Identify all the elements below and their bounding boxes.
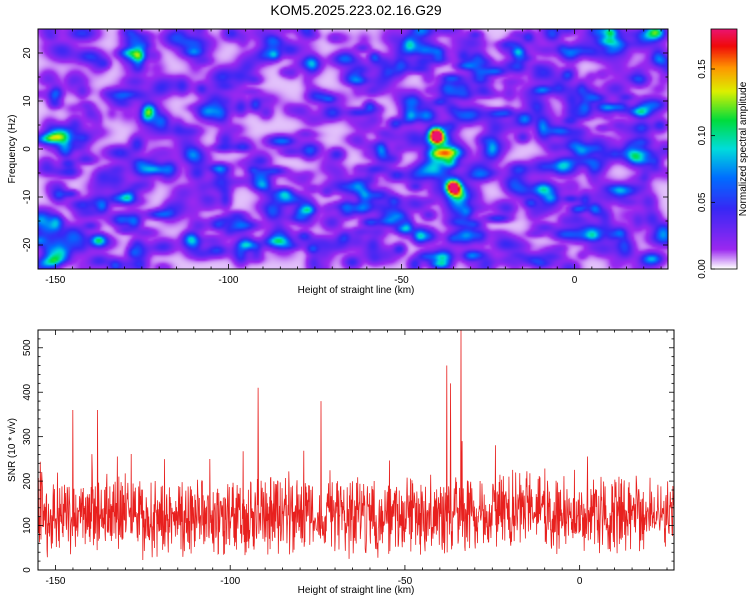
spectrogram-xtick-label: -150: [45, 275, 65, 286]
snr-ylabel: SNR (10 * v/v): [7, 418, 18, 482]
spectrogram-frame: [37, 28, 669, 270]
snr-ytick-label: 200: [22, 472, 33, 489]
spectrogram-xtick-label: 0: [572, 275, 578, 286]
colorbar-tick-label: 0.10: [697, 125, 708, 145]
colorbar-frame: [710, 28, 738, 270]
colorbar: 0.00 0.05 0.10 0.15 Normalized spectral amp…: [697, 28, 749, 279]
snr-xtick-label: -150: [45, 576, 65, 587]
snr-xtick-label: -100: [220, 576, 240, 587]
colorbar-label: Normalized spectral amplitude: [738, 81, 749, 216]
spectrogram-xtick-label: -100: [218, 275, 238, 286]
snr-ytick-label: 400: [22, 383, 33, 400]
colorbar-tick-label: 0.15: [697, 59, 708, 79]
spectrogram-ytick-label: -10: [22, 189, 33, 204]
snr-ytick-label: 300: [22, 428, 33, 445]
snr-xlabel: Height of straight line (km): [298, 585, 415, 596]
spectrogram-ylabel: Frequency (Hz): [7, 115, 18, 184]
spectrogram-ytick-label: -20: [22, 237, 33, 252]
spectrogram-ytick-label: 10: [22, 95, 33, 107]
snr-xtick-label: -50: [398, 576, 413, 587]
snr-line-group: [38, 330, 674, 561]
snr-ytick-label: 0: [22, 567, 33, 573]
spectrogram-xlabel: Height of straight line (km): [298, 285, 415, 296]
colorbar-tick-label: 0.00: [697, 259, 708, 279]
snr-frame: [37, 329, 675, 571]
snr-ticks: -150 -100 -50 0 0 100 200 300 400 500: [22, 329, 674, 587]
snr-ytick-label: 100: [22, 517, 33, 534]
spectrogram-xtick-label: -50: [394, 275, 409, 286]
snr-xtick-label: 0: [577, 576, 583, 587]
colorbar-gradient: [711, 29, 737, 269]
spectrogram-ytick-label: 20: [22, 47, 33, 59]
spectrogram-ytick-label: 0: [22, 146, 33, 152]
colorbar-ticks: 0.00 0.05 0.10 0.15: [697, 59, 715, 279]
colorbar-tick-label: 0.05: [697, 192, 708, 212]
snr-ytick-label: 500: [22, 339, 33, 356]
chart-title: KOM5.2025.223.02.16.G29: [270, 2, 441, 18]
snr-panel: -150 -100 -50 0 0 100 200 300 400 500 Height of s…: [7, 329, 675, 596]
snr-series-line: [38, 330, 674, 561]
spectrogram-heatmap: [38, 29, 668, 269]
